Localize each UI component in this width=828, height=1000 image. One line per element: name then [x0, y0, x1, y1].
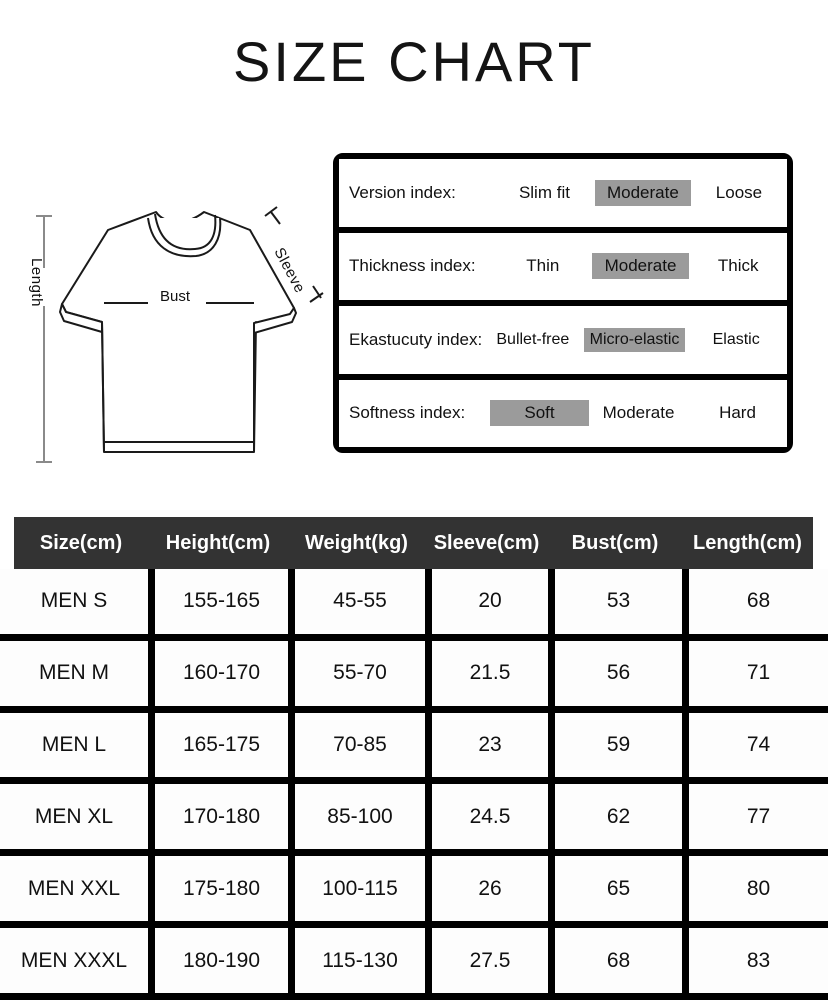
index-option[interactable]: Thick [717, 256, 759, 276]
index-row-version: Version index: Slim fit Moderate Loose [339, 159, 787, 227]
cell-size: MEN XXXL [0, 928, 148, 993]
column-header-sleeve: Sleeve(cm) [433, 531, 540, 554]
cell-bust: 53 [548, 569, 682, 634]
index-option[interactable]: Slim fit [518, 182, 570, 202]
cell-sleeve: 21.5 [425, 640, 548, 706]
column-header-bust: Bust(cm) [571, 531, 659, 554]
cell-weight: 85-100 [288, 784, 425, 850]
fabric-index-panel: Version index: Slim fit Moderate Loose T… [333, 153, 793, 453]
cell-weight: 115-130 [288, 928, 425, 993]
index-option[interactable]: Thin [526, 256, 560, 276]
cell-length: 83 [682, 928, 828, 993]
column-header-weight: Weight(kg) [305, 531, 408, 554]
index-options: Soft Moderate Hard [490, 400, 787, 427]
table-row: MEN S 155-165 45-55 20 53 68 [0, 569, 828, 634]
cell-weight: 55-70 [288, 640, 425, 706]
cell-weight: 100-115 [288, 856, 425, 922]
bust-label: Bust [160, 288, 191, 305]
cell-height: 180-190 [148, 928, 288, 993]
index-row-thickness: Thickness index: Thin Moderate Thick [339, 226, 787, 300]
size-table-body: MEN S 155-165 45-55 20 53 68 MEN M 160-1… [0, 569, 828, 1000]
index-options: Bullet-free Micro-elastic Elastic [482, 327, 787, 352]
column-header-height: Height(cm) [165, 531, 271, 554]
index-option-selected[interactable]: Soft [490, 400, 589, 427]
cell-bust: 68 [548, 928, 682, 993]
index-option[interactable]: Bullet-free [496, 330, 570, 348]
cell-bust: 62 [548, 784, 682, 850]
cell-sleeve: 24.5 [425, 784, 548, 850]
index-option[interactable]: Elastic [712, 330, 760, 348]
table-row: MEN M 160-170 55-70 21.5 56 71 [0, 633, 828, 706]
cell-bust: 56 [548, 640, 682, 706]
cell-length: 68 [682, 569, 828, 634]
cell-height: 170-180 [148, 784, 288, 850]
cell-height: 175-180 [148, 856, 288, 922]
index-row-softness: Softness index: Soft Moderate Hard [339, 373, 787, 447]
index-option-selected[interactable]: Micro-elastic [583, 327, 686, 352]
length-label: Length [27, 258, 45, 307]
index-row-elasticity: Ekastucuty index: Bullet-free Micro-elas… [339, 300, 787, 374]
page-title: SIZE CHART [233, 30, 595, 93]
cell-bust: 65 [548, 856, 682, 922]
index-row-label: Softness index: [349, 403, 466, 423]
column-header-length: Length(cm) [693, 531, 802, 554]
column-header-size: Size(cm) [39, 531, 123, 554]
index-option-selected[interactable]: Moderate [594, 179, 691, 206]
index-row-label: Ekastucuty index: [349, 329, 483, 349]
table-row: MEN XXL 175-180 100-115 26 65 80 [0, 849, 828, 922]
table-row: MEN XL 170-180 85-100 24.5 62 77 [0, 777, 828, 850]
cell-height: 160-170 [148, 640, 288, 706]
cell-length: 71 [682, 640, 828, 706]
index-row-label: Thickness index: [349, 256, 476, 276]
cell-length: 80 [682, 856, 828, 922]
cell-sleeve: 23 [425, 712, 548, 778]
cell-weight: 45-55 [288, 569, 425, 634]
index-options: Thin Moderate Thick [494, 253, 787, 280]
index-option[interactable]: Moderate [602, 403, 675, 423]
cell-length: 74 [682, 712, 828, 778]
cell-size: MEN S [0, 569, 148, 634]
table-row: MEN L 165-175 70-85 23 59 74 [0, 705, 828, 778]
tshirt-outline-icon [36, 206, 324, 463]
tshirt-measurement-diagram: Length Bust Sleeve [18, 190, 330, 470]
index-option-selected[interactable]: Moderate [591, 253, 690, 280]
cell-weight: 70-85 [288, 712, 425, 778]
cell-size: MEN M [0, 640, 148, 706]
table-row: MEN XXXL 180-190 115-130 27.5 68 83 [0, 921, 828, 993]
cell-sleeve: 20 [425, 569, 548, 634]
index-row-label: Version index: [349, 182, 456, 202]
cell-length: 77 [682, 784, 828, 850]
cell-size: MEN L [0, 712, 148, 778]
index-option[interactable]: Hard [719, 403, 756, 423]
cell-size: MEN XL [0, 784, 148, 850]
index-option[interactable]: Loose [715, 182, 763, 202]
index-options: Slim fit Moderate Loose [494, 179, 787, 206]
cell-height: 165-175 [148, 712, 288, 778]
cell-height: 155-165 [148, 569, 288, 634]
size-table-header-row: Size(cm) Height(cm) Weight(kg) Sleeve(cm… [14, 517, 813, 569]
cell-sleeve: 26 [425, 856, 548, 922]
cell-bust: 59 [548, 712, 682, 778]
cell-sleeve: 27.5 [425, 928, 548, 993]
cell-size: MEN XXL [0, 856, 148, 922]
